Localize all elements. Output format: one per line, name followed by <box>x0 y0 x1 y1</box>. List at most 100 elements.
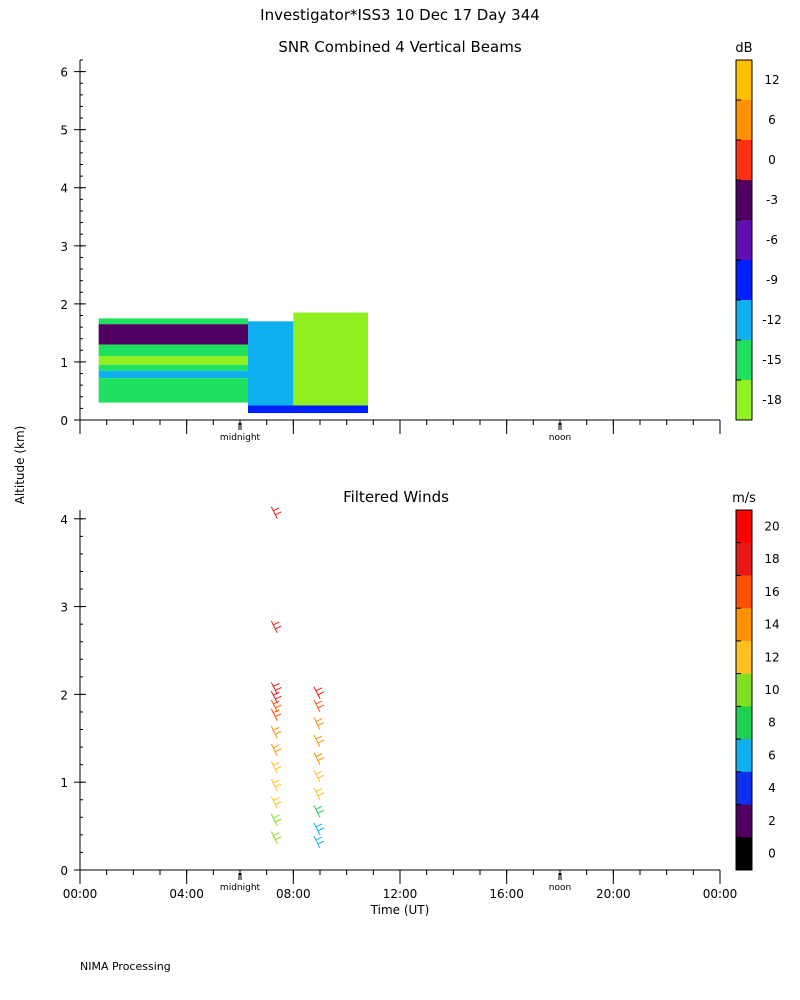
winds-colorbar-bin <box>736 771 752 806</box>
snr-region <box>98 378 249 403</box>
snr-colorbar-bin <box>736 180 752 221</box>
wind-barb <box>270 620 282 634</box>
winds-x-tick-label: 16:00 <box>489 887 524 901</box>
winds-colorbar-bin <box>736 739 752 773</box>
snr-colorbar-frame <box>735 59 753 421</box>
winds-colorbar-label: 4 <box>768 781 776 795</box>
winds-colorbar-label: 8 <box>768 716 776 730</box>
winds-colorbar-bin <box>736 837 752 871</box>
wind-barb <box>270 831 282 844</box>
wind-barb <box>313 769 325 783</box>
winds-day-marker-label: midnight <box>220 883 261 893</box>
snr-colorbar-label: -18 <box>762 393 782 407</box>
wind-barb <box>313 805 325 818</box>
wind-barb <box>270 682 282 695</box>
winds-x-tick-label: 00:00 <box>63 887 98 901</box>
snr-region <box>98 356 249 365</box>
snr-panel: SNR Combined 4 Vertical Beams 0123456mid… <box>60 38 781 443</box>
snr-colorbar-unit: dB <box>735 41 752 56</box>
winds-colorbar-bin <box>736 542 752 576</box>
wind-barb <box>313 686 325 700</box>
snr-colorbar-bin <box>736 380 752 421</box>
winds-y-tick-label: 1 <box>60 776 68 790</box>
wind-barb <box>313 699 325 713</box>
winds-colorbar-bin <box>736 640 752 675</box>
winds-title: Filtered Winds <box>343 488 449 506</box>
snr-axes: 0 1 2 3 4 5 6 midnight noon <box>60 59 721 443</box>
wind-barb <box>270 761 282 774</box>
snr-colorbar-label: -6 <box>766 233 778 247</box>
wind-barb <box>313 822 325 836</box>
snr-colorbar-label: 12 <box>764 73 779 87</box>
snr-y-tick-label: 3 <box>60 240 68 254</box>
snr-region <box>248 321 294 409</box>
wind-barb <box>270 796 282 809</box>
snr-colorbar-label: -15 <box>762 353 782 367</box>
snr-colorbar-bin <box>736 100 752 141</box>
snr-colorbar-label: 6 <box>768 113 776 127</box>
wind-barb <box>313 835 325 849</box>
snr-y-tick-label: 2 <box>60 298 68 312</box>
wind-data-layer <box>270 506 325 849</box>
winds-colorbar-label: 10 <box>764 683 779 697</box>
snr-y-tick-label: 4 <box>60 182 68 196</box>
snr-colorbar-label: -12 <box>762 313 782 327</box>
wind-barb <box>270 743 282 757</box>
winds-colorbar-label: 18 <box>764 552 779 566</box>
winds-x-tick-label: 00:00 <box>703 887 738 901</box>
wind-barb <box>270 690 282 704</box>
winds-colorbar-bin <box>736 706 752 740</box>
snr-colorbar-label: -3 <box>766 193 778 207</box>
wind-barb <box>313 752 325 765</box>
snr-region <box>98 364 249 371</box>
winds-colorbar-label: 12 <box>764 650 779 664</box>
snr-colorbar-bin <box>736 220 752 261</box>
wind-barb <box>313 717 325 730</box>
wind-barb <box>313 734 325 748</box>
winds-colorbar-frame <box>735 509 753 871</box>
snr-region <box>248 405 368 414</box>
winds-colorbar-label: 2 <box>768 814 776 828</box>
snr-y-tick-label: 5 <box>60 124 68 138</box>
snr-colorbar-bin <box>736 260 752 301</box>
winds-colorbar-bin <box>736 510 752 544</box>
winds-y-tick-label: 4 <box>60 513 68 527</box>
winds-x-tick-label: 04:00 <box>169 887 204 901</box>
snr-colorbar: dB 12 6 0 -3 -6 -9 -12 -15 -18 <box>735 41 782 421</box>
wind-barb <box>270 813 282 827</box>
snr-y-tick-label: 0 <box>60 414 68 428</box>
winds-x-tick-label: 12:00 <box>383 887 418 901</box>
wind-barb <box>270 708 282 721</box>
snr-y-tick-label: 1 <box>60 356 68 370</box>
winds-colorbar-bin <box>736 804 752 838</box>
snr-day-marker-label: midnight <box>220 433 261 443</box>
winds-colorbar-bin <box>736 608 752 642</box>
snr-colorbar-bin <box>736 300 752 341</box>
winds-y-tick-label: 3 <box>60 601 68 615</box>
winds-y-tick-label: 0 <box>60 864 68 878</box>
winds-x-tick-label: 08:00 <box>276 887 311 901</box>
snr-region <box>98 370 249 379</box>
winds-colorbar-label: 14 <box>764 618 779 632</box>
winds-colorbar-unit: m/s <box>732 491 756 506</box>
snr-title: SNR Combined 4 Vertical Beams <box>278 38 521 56</box>
snr-day-marker-label: noon <box>549 433 571 443</box>
footer-text: NIMA Processing <box>80 960 171 973</box>
winds-xlabel: Time (UT) <box>370 903 430 917</box>
winds-colorbar-bin <box>736 673 752 707</box>
snr-data-layer <box>98 312 368 414</box>
wind-barb <box>270 506 282 520</box>
snr-colorbar-bin <box>736 60 752 101</box>
snr-region <box>293 312 368 409</box>
winds-colorbar-bin <box>736 575 752 609</box>
winds-x-tick-label: 20:00 <box>596 887 631 901</box>
winds-y-tick-label: 2 <box>60 688 68 702</box>
winds-colorbar-label: 16 <box>764 585 779 599</box>
figure-ylabel: Altitude (km) <box>13 426 27 505</box>
wind-barb <box>270 778 282 792</box>
winds-colorbar-label: 0 <box>768 847 776 861</box>
snr-colorbar-bin <box>736 340 752 381</box>
